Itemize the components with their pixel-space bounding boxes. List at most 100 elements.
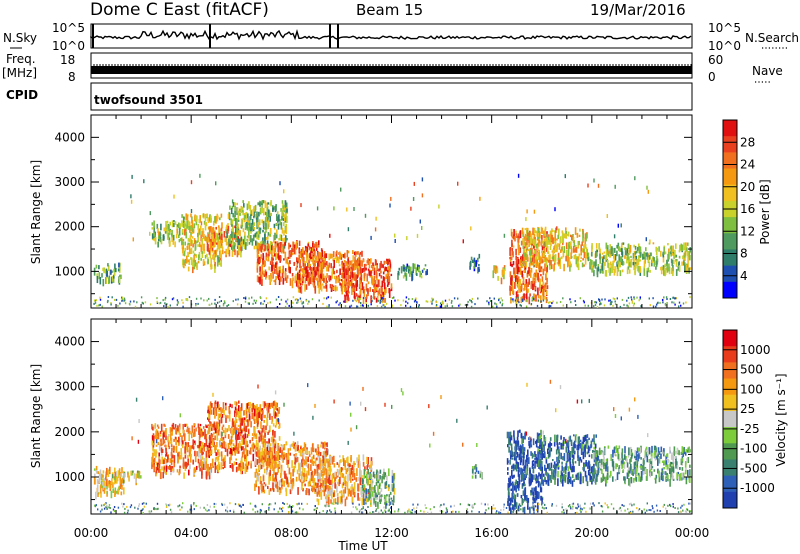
data-cell <box>222 439 224 445</box>
ground-scatter <box>477 297 479 300</box>
data-cell <box>232 464 234 472</box>
data-cell <box>275 484 277 488</box>
data-cell <box>572 237 575 241</box>
data-cell <box>253 427 255 434</box>
nsky-right-tick-top: 10^5 <box>708 21 741 35</box>
data-cell <box>307 274 309 282</box>
data-cell <box>258 473 260 476</box>
data-cell <box>539 279 541 287</box>
data-cell <box>152 426 154 431</box>
data-cell <box>517 238 520 243</box>
data-cell <box>161 452 163 456</box>
data-cell <box>217 225 220 228</box>
data-cell <box>268 476 270 485</box>
ground-scatter <box>493 297 495 300</box>
data-cell <box>572 246 575 253</box>
data-cell <box>341 253 343 258</box>
data-cell <box>300 446 302 450</box>
data-cell <box>685 264 687 273</box>
ground-scatter <box>612 304 614 307</box>
data-cell <box>258 448 261 456</box>
data-cell <box>593 269 595 277</box>
data-cell <box>276 268 278 275</box>
data-cell <box>366 294 368 299</box>
data-cell <box>285 202 288 211</box>
data-cell <box>322 442 324 449</box>
data-cell <box>270 277 273 281</box>
data-cell <box>206 253 208 258</box>
data-cell <box>333 286 335 291</box>
ground-scatter <box>208 297 210 300</box>
data-cell <box>656 247 658 251</box>
data-cell <box>284 200 287 208</box>
data-cell <box>273 467 275 475</box>
data-cell <box>269 202 271 206</box>
ground-scatter <box>501 304 503 307</box>
data-cell <box>398 267 401 271</box>
data-cell <box>297 487 299 495</box>
data-cell <box>254 213 257 218</box>
data-cell <box>295 476 298 482</box>
data-cell <box>551 250 554 253</box>
data-cell <box>162 471 164 479</box>
data-cell <box>106 270 108 277</box>
ground-scatter <box>678 305 680 308</box>
data-cell <box>166 220 169 224</box>
data-cell <box>294 456 296 462</box>
data-cell <box>241 243 243 251</box>
data-cell <box>346 269 349 274</box>
data-cell <box>602 256 604 263</box>
ground-scatter <box>514 299 517 302</box>
data-cell <box>288 242 290 250</box>
data-cell <box>529 293 531 297</box>
data-cell <box>238 407 241 415</box>
data-cell <box>179 465 181 469</box>
ground-scatter <box>360 304 362 307</box>
data-cell <box>160 423 163 432</box>
data-cell <box>184 442 187 450</box>
data-cell <box>384 287 386 296</box>
ground-scatter <box>672 296 674 299</box>
data-cell <box>110 490 113 499</box>
data-cell <box>206 213 208 217</box>
ground-scatter <box>614 303 617 306</box>
data-cell <box>541 227 543 234</box>
data-cell <box>509 248 511 256</box>
data-cell <box>302 257 304 262</box>
ground-scatter <box>393 296 395 299</box>
ground-scatter <box>584 304 586 307</box>
data-cell <box>206 447 209 452</box>
ground-scatter <box>140 296 143 299</box>
data-cell <box>273 438 275 442</box>
data-cell <box>221 245 223 249</box>
ground-scatter <box>536 304 539 307</box>
data-cell <box>263 489 266 494</box>
data-cell <box>519 286 521 293</box>
data-cell <box>302 447 304 453</box>
data-cell <box>313 480 315 488</box>
data-cell <box>163 227 166 232</box>
data-cell <box>229 403 231 408</box>
data-cell <box>246 203 249 211</box>
data-cell <box>601 252 604 255</box>
data-cell <box>262 229 264 233</box>
data-cell <box>553 263 555 271</box>
data-cell <box>213 259 216 263</box>
data-cell <box>302 463 304 471</box>
data-cell <box>210 226 212 229</box>
data-cell <box>255 433 258 439</box>
data-cell <box>599 253 601 260</box>
ground-scatter <box>237 298 239 301</box>
data-cell <box>327 264 329 268</box>
data-cell <box>531 257 534 265</box>
data-cell <box>343 265 346 273</box>
data-cell <box>182 239 185 242</box>
data-cell <box>193 223 196 229</box>
ground-scatter <box>540 300 542 303</box>
data-cell <box>170 472 172 476</box>
data-cell <box>684 255 686 262</box>
data-cell <box>251 224 253 232</box>
ground-scatter <box>648 297 650 300</box>
data-cell <box>542 240 544 244</box>
data-cell <box>209 215 211 222</box>
